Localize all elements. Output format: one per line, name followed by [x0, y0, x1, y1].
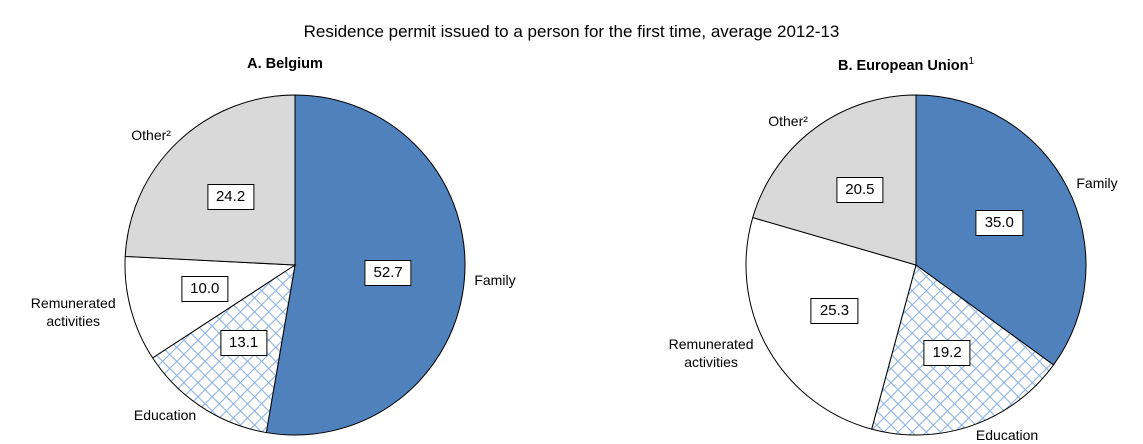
category-label: Education [975, 426, 1039, 443]
title-text: A. Belgium [247, 56, 323, 72]
category-label: Remunerated activities [30, 294, 116, 329]
value-label: 20.5 [836, 177, 884, 204]
category-label: Family [1076, 175, 1118, 192]
pie-slice [124, 255, 297, 359]
category-label: Other² [768, 113, 808, 130]
pie-slice [124, 94, 296, 266]
chart-title: A. Belgium [247, 56, 323, 72]
chart-title: B. European Union1 [838, 56, 974, 74]
value-label: 35.0 [975, 209, 1023, 236]
title-text: B. European Union [837, 57, 969, 74]
category-label: Education [133, 407, 197, 424]
value-label: 25.3 [810, 297, 859, 324]
value-label: 52.7 [364, 259, 412, 286]
figure-title: Residence permit issued to a person for … [303, 22, 840, 41]
pie-slice [752, 94, 917, 266]
category-label: Remunerated activities [668, 336, 754, 371]
category-label: Other² [131, 126, 171, 143]
value-label: 13.1 [220, 330, 268, 357]
value-label: 10.0 [181, 276, 229, 303]
category-label: Family [474, 272, 516, 289]
title-note: 1 [968, 56, 975, 67]
value-label: 19.2 [923, 340, 971, 367]
value-label: 24.2 [206, 184, 255, 211]
